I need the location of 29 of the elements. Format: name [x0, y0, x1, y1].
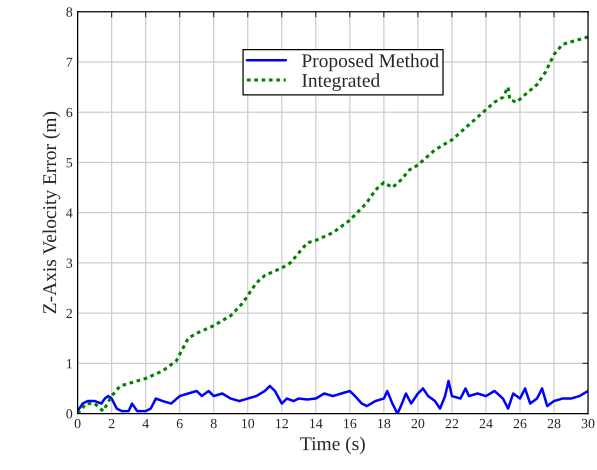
x-tick-label: 22	[446, 418, 458, 428]
y-axis-title: Z-Axis Velocity Error (m)	[42, 112, 60, 314]
x-tick-label: 0	[74, 418, 81, 428]
x-tick-label: 12	[276, 418, 288, 428]
y-tick-label: 8	[66, 7, 72, 17]
y-tick-label: 6	[66, 108, 72, 118]
legend-label: Proposed Method	[302, 54, 439, 72]
x-tick-label: 24	[480, 418, 493, 428]
y-tick-label: 1	[67, 359, 72, 368]
y-tick-label: 2	[66, 308, 72, 318]
x-tick-label: 14	[310, 418, 323, 428]
y-tick-label: 4	[66, 208, 73, 218]
x-tick-label: 4	[142, 418, 149, 428]
legend-label: Integrated	[302, 73, 380, 91]
x-tick-label: 8	[210, 418, 217, 428]
x-tick-label: 20	[412, 418, 424, 428]
y-tick-label: 7	[66, 58, 72, 67]
x-tick-label: 30	[582, 418, 594, 428]
y-tick-label: 5	[66, 158, 72, 168]
x-axis-title: Time (s)	[300, 436, 365, 454]
y-tick-label: 0	[66, 409, 72, 419]
x-tick-label: 18	[378, 418, 390, 428]
x-tick-label: 28	[548, 418, 560, 428]
x-tick-label: 26	[514, 418, 527, 428]
x-tick-label: 6	[176, 418, 183, 428]
x-tick-label: 10	[242, 418, 254, 428]
y-tick-label: 3	[66, 258, 72, 268]
x-tick-label: 16	[344, 418, 356, 428]
x-tick-label: 2	[108, 418, 114, 428]
